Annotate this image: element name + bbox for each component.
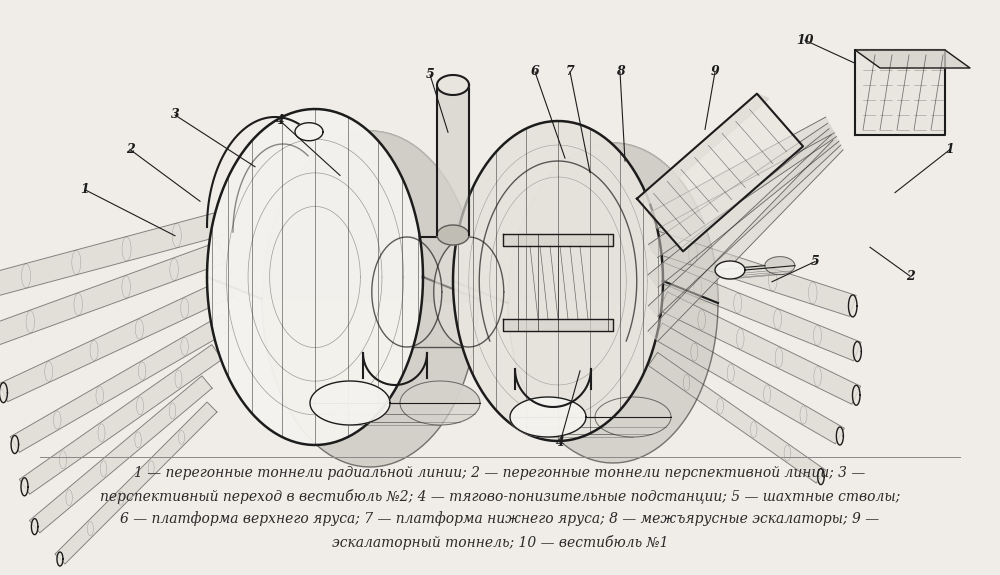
- Text: 5: 5: [811, 255, 819, 268]
- Polygon shape: [853, 342, 861, 362]
- Polygon shape: [637, 94, 803, 251]
- Polygon shape: [595, 397, 671, 437]
- Polygon shape: [310, 381, 390, 425]
- Polygon shape: [262, 131, 718, 303]
- Polygon shape: [650, 231, 856, 316]
- Text: 6: 6: [531, 66, 539, 78]
- Text: 8: 8: [616, 66, 624, 78]
- Polygon shape: [836, 427, 843, 445]
- Polygon shape: [372, 237, 442, 347]
- Text: 5: 5: [426, 68, 434, 81]
- Text: 9: 9: [711, 66, 719, 78]
- Text: 1 — перегонные тоннели радиальной линии; 2 — перегонные тоннели перспективной ли: 1 — перегонные тоннели радиальной линии;…: [134, 466, 866, 480]
- Text: 4: 4: [276, 114, 284, 127]
- Polygon shape: [654, 262, 861, 361]
- Polygon shape: [295, 122, 323, 141]
- Text: 3: 3: [171, 109, 179, 121]
- Text: 4: 4: [556, 436, 564, 449]
- Polygon shape: [10, 314, 232, 453]
- Polygon shape: [765, 256, 795, 275]
- Polygon shape: [434, 237, 504, 347]
- Text: 10: 10: [796, 34, 814, 47]
- Polygon shape: [510, 397, 586, 437]
- Polygon shape: [400, 381, 480, 425]
- Text: 1: 1: [81, 183, 89, 196]
- Text: перспективный переход в вестибюль №2; 4 — тягово-понизительные подстанции; 5 — ш: перспективный переход в вестибюль №2; 4 …: [100, 489, 900, 504]
- Polygon shape: [649, 117, 834, 229]
- Text: 2: 2: [906, 270, 914, 282]
- Polygon shape: [852, 385, 860, 405]
- Polygon shape: [437, 75, 469, 95]
- Polygon shape: [262, 131, 478, 467]
- Polygon shape: [55, 402, 217, 564]
- Text: 6 — платформа верхнего яруса; 7 — платформа нижнего яруса; 8 — межъярусные эскал: 6 — платформа верхнего яруса; 7 — платфо…: [120, 512, 880, 527]
- Polygon shape: [0, 210, 230, 301]
- Text: 7: 7: [566, 66, 574, 78]
- Polygon shape: [654, 323, 844, 444]
- Polygon shape: [649, 124, 836, 258]
- Polygon shape: [19, 344, 222, 494]
- Polygon shape: [310, 381, 480, 403]
- Polygon shape: [503, 319, 613, 331]
- Polygon shape: [855, 50, 945, 135]
- Polygon shape: [715, 256, 795, 270]
- Polygon shape: [848, 295, 857, 317]
- Text: эскалаторный тоннель; 10 — вестибюль №1: эскалаторный тоннель; 10 — вестибюль №1: [332, 535, 668, 550]
- Polygon shape: [11, 435, 19, 454]
- Polygon shape: [0, 382, 7, 402]
- Polygon shape: [508, 143, 718, 463]
- Polygon shape: [207, 109, 423, 445]
- Polygon shape: [0, 242, 226, 350]
- Polygon shape: [648, 352, 826, 483]
- Polygon shape: [21, 478, 28, 496]
- Polygon shape: [818, 469, 824, 485]
- Polygon shape: [637, 94, 769, 204]
- Polygon shape: [29, 376, 212, 533]
- Polygon shape: [207, 109, 663, 281]
- Polygon shape: [855, 50, 970, 68]
- Polygon shape: [453, 121, 663, 441]
- Text: 2: 2: [126, 143, 134, 156]
- Polygon shape: [659, 292, 861, 404]
- Polygon shape: [437, 225, 469, 245]
- Polygon shape: [31, 519, 38, 535]
- Polygon shape: [503, 234, 613, 246]
- Polygon shape: [510, 397, 671, 417]
- Polygon shape: [437, 85, 469, 235]
- Polygon shape: [453, 121, 718, 303]
- Polygon shape: [0, 278, 234, 402]
- Polygon shape: [57, 552, 63, 566]
- Text: 1: 1: [946, 143, 954, 156]
- Polygon shape: [648, 140, 843, 341]
- Polygon shape: [648, 129, 839, 288]
- Polygon shape: [715, 261, 745, 279]
- Polygon shape: [207, 109, 478, 299]
- Polygon shape: [648, 135, 841, 316]
